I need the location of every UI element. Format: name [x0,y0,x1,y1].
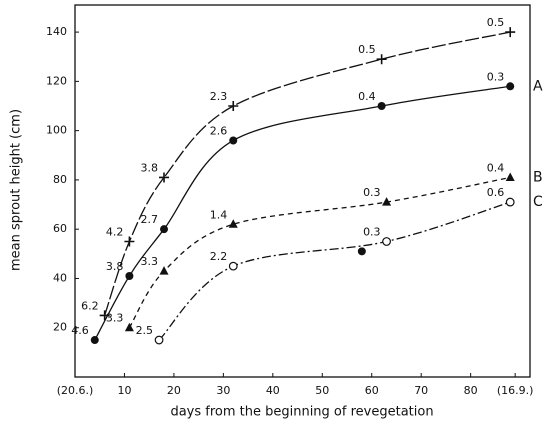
triangle-marker [124,322,134,332]
y-tick-label: 140 [46,25,67,38]
open-circle-marker [154,335,164,345]
x-axis-title: days from the beginning of revegetation [170,405,433,420]
series-name: A [533,78,543,94]
x-tick-label: 70 [414,384,428,397]
data-label: 0.3 [363,186,381,199]
data-label: 3.8 [106,260,124,273]
x-tick-label: 30 [216,384,230,397]
data-label: 0.6 [487,186,505,199]
data-label: 4.6 [71,324,89,337]
y-tick-label: 100 [46,124,67,137]
data-label: 0.4 [358,90,376,103]
triangle-marker [228,219,238,228]
plus-marker [505,27,516,38]
data-label: 2.5 [136,324,154,337]
series-name: C [533,194,543,210]
filled-circle-marker [90,336,99,345]
data-label: 3.3 [106,312,124,325]
filled-circle-marker [160,225,169,234]
x-tick-label: 80 [464,384,478,397]
y-tick-label: 40 [53,271,67,284]
data-label: 0.4 [487,161,505,174]
plus-marker [159,172,170,183]
y-tick-label: 20 [53,321,67,334]
series-line [158,201,511,341]
open-circle-marker [382,237,391,246]
data-label: 2.6 [210,124,228,137]
series-name: B [533,169,543,185]
data-label: 0.5 [358,43,376,56]
data-label: 0.3 [363,226,381,239]
y-axis-title: mean sprout height (cm) [9,109,24,271]
data-label: 3.3 [141,255,159,268]
x-tick-label: 20 [167,384,181,397]
x-tick-label: (20.6.) [57,384,94,397]
data-label: 1.4 [210,208,228,221]
plot-frame [74,4,531,378]
data-label: 0.3 [487,70,505,83]
x-tick-label: 40 [266,384,280,397]
x-tick-label: 50 [315,384,329,397]
open-circle-marker [228,261,238,271]
data-label: 3.8 [141,161,159,174]
y-tick-label: 60 [53,222,67,235]
data-label: 2.2 [210,250,228,263]
filled-circle-marker [229,136,238,145]
y-tick-label: 120 [46,74,67,87]
x-tick-label: (16.9.) [497,384,534,397]
x-tick-label: 10 [117,384,131,397]
series-line [128,176,511,329]
y-tick-label: 80 [53,173,67,186]
filled-circle-marker [125,271,134,280]
filled-circle-marker [377,102,386,111]
plus-marker [228,101,239,112]
data-label: 2.7 [141,213,159,226]
filled-circle-marker [357,247,366,256]
plus-marker [124,236,135,247]
data-label: 6.2 [81,299,99,312]
x-tick-label: 60 [365,384,379,397]
filled-circle-marker [506,82,515,91]
open-circle-marker [505,197,515,207]
data-label: 2.3 [210,90,228,103]
triangle-marker [382,197,392,206]
triangle-marker [159,266,169,275]
data-label: 4.2 [106,226,124,239]
plus-marker [376,54,387,65]
data-label: 0.5 [487,16,505,29]
triangle-marker [505,172,515,181]
